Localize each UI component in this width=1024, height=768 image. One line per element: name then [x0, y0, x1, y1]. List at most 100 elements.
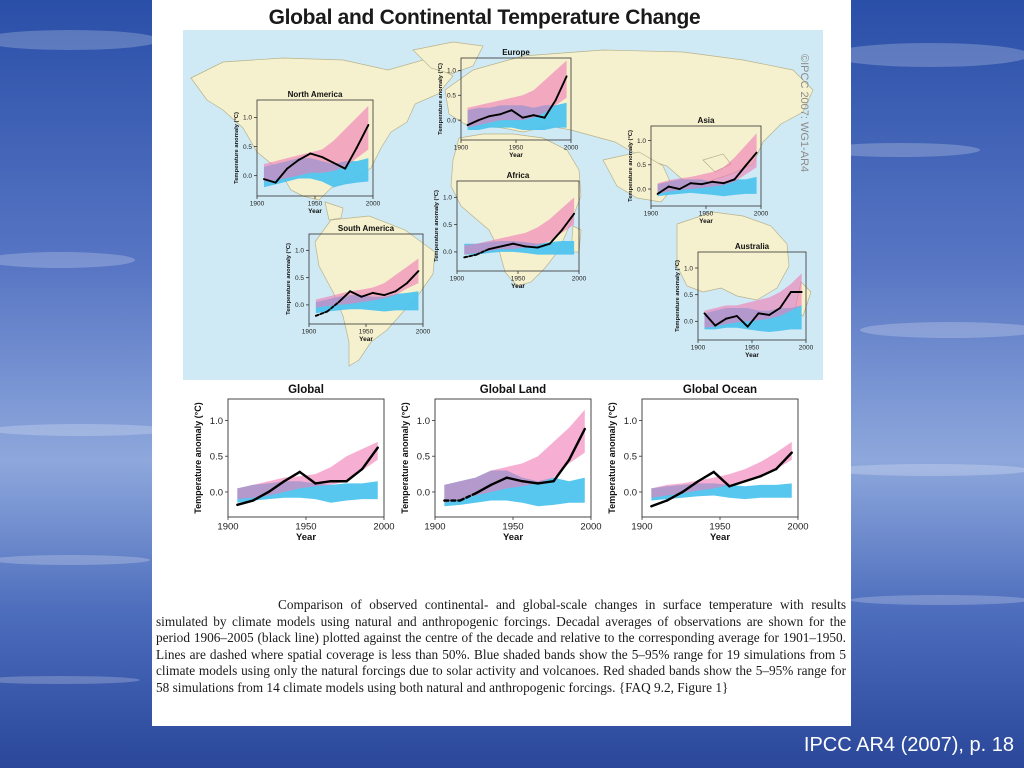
observed-line-segment [267, 480, 286, 494]
x-axis-label: Year [509, 152, 523, 159]
x-tick-label: 1950 [295, 522, 316, 533]
x-tick-label: 1950 [699, 211, 714, 218]
y-tick-label: 1.0 [417, 416, 430, 427]
x-tick-label: 2000 [572, 276, 587, 283]
y-tick-label: 0.0 [243, 173, 252, 180]
observed-line-segment [298, 470, 317, 485]
chart-title: Australia [735, 242, 770, 251]
y-tick-label: 1.0 [243, 115, 252, 122]
x-tick-label: 1950 [509, 145, 524, 152]
observed-line-segment [286, 158, 300, 170]
observed-line-segment [355, 124, 370, 149]
figure-caption: Comparison of observed continental- and … [156, 597, 846, 695]
y-axis-label: Temperature anomaly (°C) [675, 260, 681, 332]
observed-line-segment [510, 109, 524, 119]
x-tick-label: 1950 [511, 276, 526, 283]
chart-global-ocean: Global Ocean 0.0 0.5 1.0 1900 1950 2000 Year Tem… [607, 384, 809, 543]
y-tick-label: 1.0 [443, 195, 452, 202]
chart-australia: Australia 0.0 0.5 1.0 1900 1950 2000 Year Temper… [675, 242, 814, 359]
y-axis-label: Temperature anomaly (°C) [193, 402, 203, 513]
chart-title: Global Ocean [683, 384, 757, 396]
chart-south-america: South America 0.0 0.5 1.0 1900 1950 2000 Year Te… [286, 224, 431, 343]
anthropogenic-band [657, 133, 757, 194]
x-tick-label: 1950 [359, 329, 374, 336]
y-tick-label: 0.5 [210, 452, 223, 463]
y-tick-label: 1.0 [637, 138, 646, 145]
y-tick-label: 0.5 [447, 93, 456, 100]
chart-title: Global Land [480, 384, 546, 396]
chart-global-land: Global Land 0.0 0.5 1.0 1900 1950 2000 Year Temp… [400, 384, 602, 543]
anthropogenic-band [464, 197, 575, 255]
y-tick-label: 0.5 [443, 222, 452, 229]
observed-line-segment [714, 317, 728, 327]
observed-line-segment [463, 253, 478, 259]
anthropogenic-band [237, 441, 378, 500]
y-axis-label: Temperature anomaly (°C) [434, 190, 440, 262]
observed-line-segment [689, 182, 703, 186]
x-axis-label: Year [359, 336, 373, 343]
observed-line-segment [349, 290, 363, 298]
x-tick-label: 1950 [745, 345, 760, 352]
observed-line-segment [309, 152, 323, 158]
observed-line-segment [744, 151, 758, 167]
y-axis-label: Temperature anomaly (°C) [234, 112, 240, 184]
x-axis-label: Year [503, 532, 523, 543]
observed-line-segment [536, 480, 555, 485]
x-axis-label: Year [699, 218, 713, 225]
observed-line-segment [733, 164, 747, 181]
observed-line-segment [757, 312, 771, 316]
observed-line-segment [725, 315, 738, 320]
x-tick-label: 2000 [580, 522, 601, 533]
x-axis-label: Year [745, 352, 759, 359]
citation-text: IPCC AR4 (2007), p. 18 [803, 734, 1014, 756]
observed-line-segment [567, 427, 586, 461]
x-tick-label: 1900 [424, 522, 445, 533]
observed-line-segment [696, 470, 715, 483]
observed-line-segment [475, 248, 490, 256]
y-tick-label: 0.0 [443, 249, 452, 256]
observed-line-segment [488, 113, 502, 118]
observed-line-segment [743, 475, 762, 483]
chart-africa: Africa 0.0 0.5 1.0 1900 1950 2000 Year Temperatu… [434, 171, 587, 290]
observed-line-segment [499, 109, 513, 116]
x-tick-label: 1900 [450, 276, 465, 283]
observed-line-segment [337, 290, 351, 304]
y-tick-label: 0.5 [243, 144, 252, 151]
x-tick-label: 2000 [373, 522, 394, 533]
world-map-land [190, 41, 814, 367]
figure-title: Global and Continental Temperature Chang… [268, 6, 701, 29]
observed-line-segment [678, 182, 692, 190]
anthropogenic-band [704, 273, 802, 328]
observed-line-segment [554, 75, 568, 102]
observed-line-segment [681, 480, 700, 494]
chart-title: South America [338, 224, 395, 233]
y-tick-label: 1.0 [624, 416, 637, 427]
observed-line-segment [524, 245, 539, 249]
y-tick-label: 1.0 [210, 416, 223, 427]
anthropogenic-band [467, 60, 567, 128]
observed-line-segment [728, 480, 747, 488]
observed-line-segment [656, 185, 670, 195]
observed-line-segment [532, 114, 546, 119]
chart-title: Africa [507, 171, 530, 180]
observed-line-segment [536, 242, 551, 249]
x-tick-label: 1900 [217, 522, 238, 533]
y-tick-label: 0.5 [417, 452, 430, 463]
observed-line-segment [360, 446, 379, 471]
y-axis-label: Temperature anomaly (°C) [400, 402, 410, 513]
observed-line-segment [703, 312, 717, 327]
figure-svg: ©IPCC 2007: WG1-AR4 North America 0.0 0.5 1… [183, 30, 823, 543]
anthropogenic-band [651, 441, 792, 498]
x-tick-label: 1950 [502, 522, 523, 533]
y-tick-label: 1.0 [684, 265, 693, 272]
observed-line-segment [474, 483, 493, 495]
x-tick-label: 2000 [416, 329, 431, 336]
y-tick-label: 0.0 [210, 487, 223, 498]
observed-line-segment [314, 480, 333, 485]
y-tick-label: 0.0 [447, 117, 456, 124]
y-tick-label: 0.5 [684, 292, 693, 299]
observed-line-segment [711, 180, 725, 185]
chart-asia: Asia 0.0 0.5 1.0 1900 1950 2000 Year Temperature… [628, 116, 769, 225]
x-tick-label: 1900 [644, 211, 659, 218]
y-axis-label: Temperature anomaly (°C) [438, 63, 444, 135]
